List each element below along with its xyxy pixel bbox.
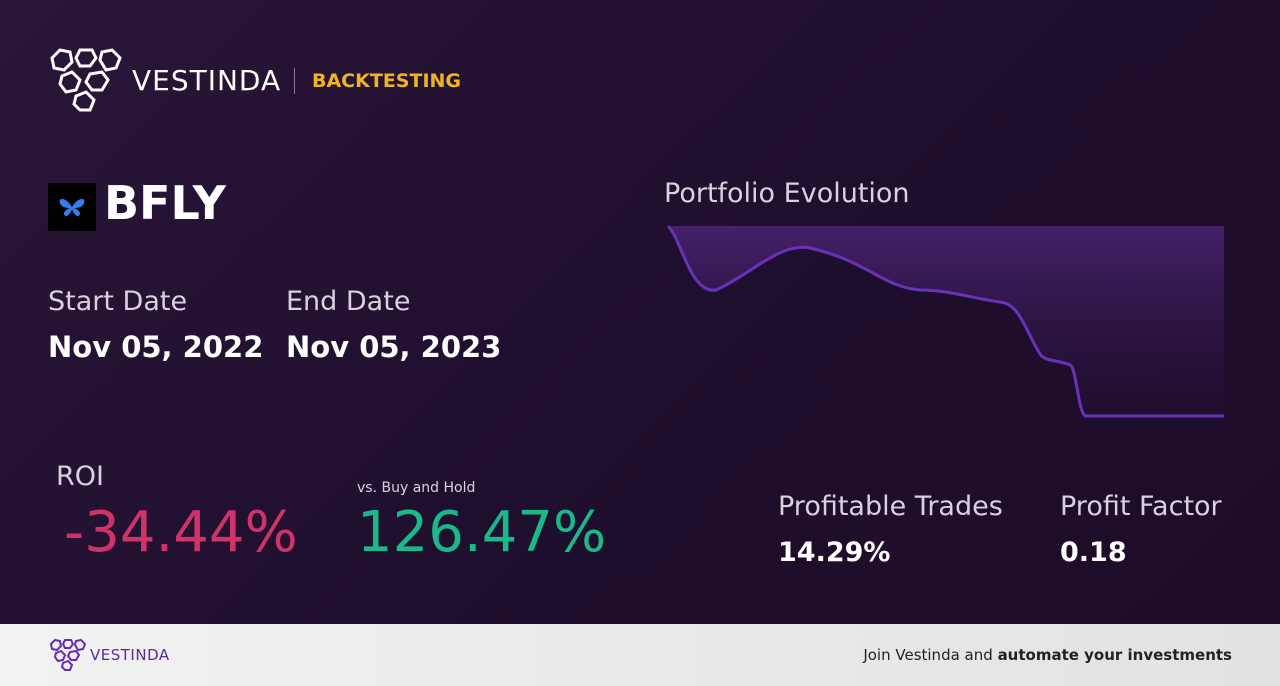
roi-value: -34.44%	[64, 500, 298, 565]
section: BACKTESTING	[312, 70, 462, 92]
end-date: Nov 05, 2023	[286, 330, 502, 364]
stat-label: Profitable Trades	[778, 491, 1003, 522]
start-label: Start Date	[48, 286, 188, 317]
roi-label: ROI	[56, 461, 104, 492]
portfolio-line	[666, 224, 1224, 418]
compare-label: vs. Buy and Hold	[357, 480, 476, 496]
portfolio-title: Portfolio Evolution	[664, 178, 910, 209]
butterfly	[59, 198, 85, 216]
divider	[294, 68, 295, 94]
stat-value: 14.29%	[778, 537, 891, 568]
stat-label: Profit Factor	[1060, 491, 1222, 522]
footer-bold[interactable]: automate your investments	[997, 646, 1232, 664]
footer-brand: VESTINDA	[90, 646, 170, 664]
logo	[50, 48, 122, 112]
brand: VESTINDA	[132, 64, 282, 97]
stat-value: 0.18	[1060, 537, 1127, 568]
compare-value: 126.47%	[357, 500, 607, 565]
portfolio-area	[668, 226, 1224, 416]
portfolio-chart	[666, 224, 1224, 418]
ticker-icon	[48, 183, 96, 231]
footer-cta: Join Vestinda and automate your investme…	[863, 646, 1232, 664]
footer-logo	[49, 638, 86, 671]
footer-text: Join Vestinda and	[863, 646, 993, 664]
start-date: Nov 05, 2022	[48, 330, 264, 364]
end-label: End Date	[286, 286, 411, 317]
footer: VESTINDA Join Vestinda and automate your…	[0, 624, 1280, 686]
ticker: BFLY	[104, 176, 226, 230]
